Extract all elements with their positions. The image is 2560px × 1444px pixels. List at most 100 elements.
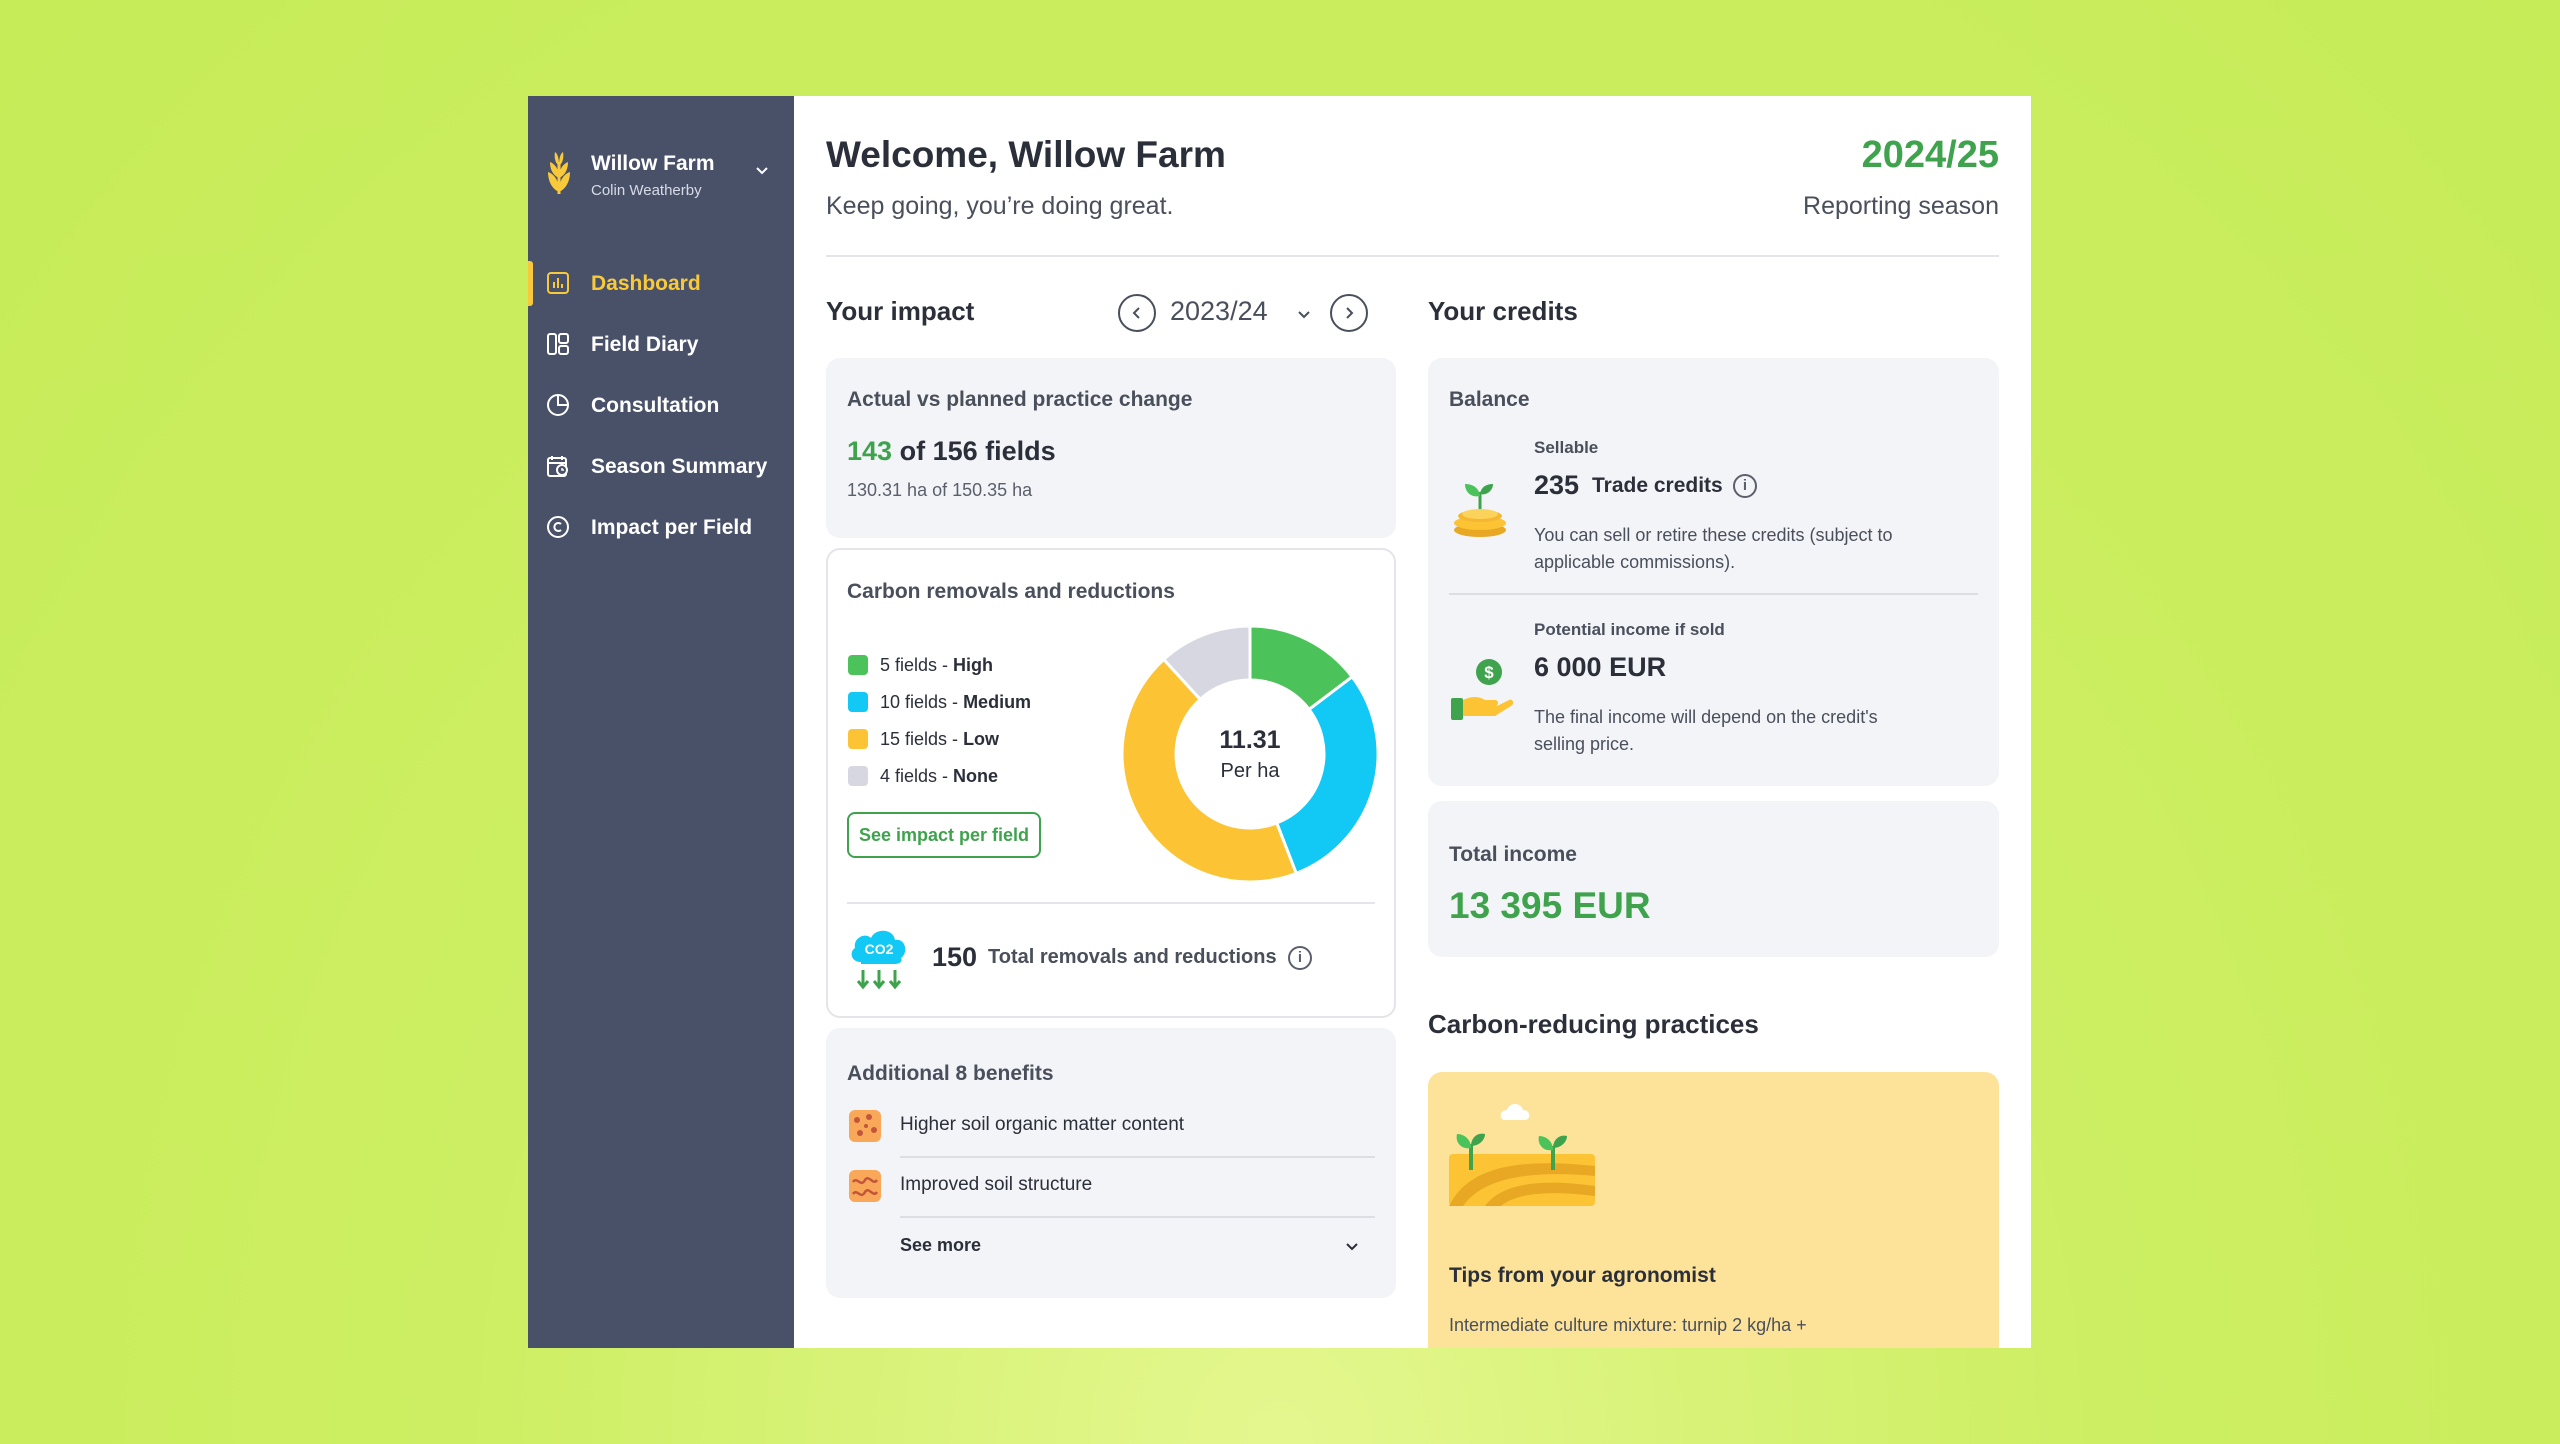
benefits-card: Additional 8 benefits Higher soil organi… <box>826 1028 1396 1298</box>
sidebar-item-consultation[interactable]: Consultation <box>528 375 794 436</box>
wheat-logo-icon <box>548 152 570 194</box>
field-sprouts-icon <box>1449 1104 1595 1206</box>
sidebar-item-season-summary[interactable]: Season Summary <box>528 436 794 497</box>
user-name: Colin Weatherby <box>591 182 702 199</box>
co2-cloud-icon: CO2 <box>851 930 906 990</box>
sellable-label: Sellable <box>1534 438 1599 457</box>
legend-count: 4 fields - <box>880 765 949 786</box>
trade-desc-line: You can sell or retire these credits (su… <box>1534 525 1893 545</box>
donut-slice-none <box>1161 626 1252 702</box>
balance-card: Balance Sellable 235 Trade credits i You… <box>1428 358 1999 786</box>
diary-icon <box>547 333 569 355</box>
sidebar-item-field-diary[interactable]: Field Diary <box>528 314 794 375</box>
carbon-divider <box>847 902 1375 904</box>
tips-title: Tips from your agronomist <box>1449 1264 1716 1287</box>
see-impact-per-field-button[interactable]: See impact per field <box>847 812 1041 858</box>
legend-swatch <box>848 655 868 675</box>
impact-section-title: Your impact <box>826 296 975 326</box>
legend-item-low: 15 fields - Low <box>848 728 999 750</box>
potential-desc-line: selling price. <box>1534 734 1635 754</box>
total-removals-value: 150 <box>932 942 978 972</box>
benefit-item: Improved soil structure <box>900 1174 1093 1195</box>
tips-text: Intermediate culture mixture: turnip 2 k… <box>1449 1315 1807 1335</box>
sidebar-item-impact-per-field[interactable]: Impact per Field <box>528 497 794 558</box>
legend-level: High <box>953 654 994 675</box>
chevron-right-icon <box>1346 307 1354 319</box>
pie-chart-icon <box>547 394 569 416</box>
total-income-label: Total income <box>1449 843 1577 866</box>
copyright-circle-icon <box>547 516 569 538</box>
legend-level: Medium <box>963 691 1032 712</box>
page-title: Welcome, Willow Farm <box>826 134 1226 175</box>
farm-name: Willow Farm <box>591 152 715 175</box>
tips-card[interactable]: Tips from your agronomist Intermediate c… <box>1428 1072 1999 1348</box>
reporting-season-value: 2024/25 <box>1861 134 1999 176</box>
hand-money-icon: $ <box>1451 659 1514 720</box>
potential-income-value: 6 000 EUR <box>1534 652 1667 682</box>
sidebar-item-label: Consultation <box>591 393 720 417</box>
sidebar: Willow Farm Colin Weatherby Dashboard Fi… <box>528 96 794 1348</box>
farm-switcher[interactable]: Willow Farm Colin Weatherby <box>528 148 794 218</box>
sprout-coins-icon <box>1454 484 1506 537</box>
page-subtitle: Keep going, you’re doing great. <box>826 192 1174 220</box>
sidebar-item-label: Dashboard <box>591 271 701 295</box>
practice-change-label: Actual vs planned practice change <box>847 388 1193 411</box>
prev-year-button[interactable] <box>1118 294 1156 332</box>
soil-structure-icon <box>849 1170 881 1202</box>
balance-divider <box>1449 593 1978 595</box>
legend-level: None <box>953 765 999 786</box>
benefit-item: Higher soil organic matter content <box>900 1114 1185 1135</box>
header-divider <box>826 255 1999 257</box>
donut-center-unit: Per ha <box>1220 760 1280 782</box>
donut-slice-low <box>1122 657 1299 882</box>
legend-item-high: 5 fields - High <box>848 654 993 676</box>
practice-change-card: Actual vs planned practice change 143 of… <box>826 358 1396 538</box>
calendar-clock-icon <box>547 456 568 477</box>
main-content: Welcome, Willow Farm Keep going, you’re … <box>794 96 2031 1348</box>
trade-credits-value: 235 <box>1534 470 1580 500</box>
legend-level: Low <box>963 728 1000 749</box>
potential-desc-line: The final income will depend on the cred… <box>1534 707 1878 727</box>
legend-item-none: 4 fields - None <box>848 765 998 787</box>
carbon-donut-chart <box>1122 626 1378 882</box>
sidebar-item-label: Field Diary <box>591 332 699 356</box>
total-income-value: 13 395 EUR <box>1449 885 1651 926</box>
sidebar-nav: Dashboard Field Diary Consultation Seaso… <box>528 253 794 558</box>
bar-chart-icon <box>547 272 569 294</box>
year-value[interactable]: 2023/24 <box>1170 296 1268 326</box>
year-selector: 2023/24 <box>1118 294 1368 332</box>
benefit-divider <box>900 1156 1375 1158</box>
practice-of-text: of 156 fields <box>899 436 1056 466</box>
sidebar-item-label: Season Summary <box>591 454 768 478</box>
carbon-card-label: Carbon removals and reductions <box>847 580 1175 603</box>
credits-section-title: Your credits <box>1428 296 1578 326</box>
practice-fields-count: 143 of 156 fields <box>847 436 1056 467</box>
soil-organic-matter-icon <box>849 1110 881 1142</box>
legend-item-medium: 10 fields - Medium <box>848 691 1031 713</box>
chevron-down-icon[interactable] <box>752 160 772 180</box>
practices-section-title: Carbon-reducing practices <box>1428 1009 1759 1039</box>
legend-count: 5 fields - <box>880 654 949 675</box>
chevron-down-icon[interactable] <box>1344 1238 1360 1254</box>
sidebar-item-label: Impact per Field <box>591 515 753 539</box>
svg-text:$: $ <box>1484 663 1494 682</box>
sidebar-item-dashboard[interactable]: Dashboard <box>528 253 794 314</box>
total-removals-label: Total removals and reductions <box>988 946 1277 968</box>
potential-income-label: Potential income if sold <box>1534 620 1725 639</box>
legend-swatch <box>848 692 868 712</box>
trade-credits-description: You can sell or retire these credits (su… <box>1534 522 1893 576</box>
trade-desc-line: applicable commissions). <box>1534 552 1736 572</box>
legend-count: 10 fields - <box>880 691 959 712</box>
info-icon[interactable]: i <box>1288 946 1312 970</box>
chevron-left-icon <box>1132 307 1140 319</box>
trade-credits-label: Trade credits <box>1592 474 1723 497</box>
co2-text: CO2 <box>865 941 894 957</box>
benefit-divider <box>900 1216 1375 1218</box>
see-more-button[interactable]: See more <box>900 1235 982 1255</box>
chevron-down-icon[interactable] <box>1296 306 1312 322</box>
next-year-button[interactable] <box>1330 294 1368 332</box>
legend-swatch <box>848 729 868 749</box>
info-icon[interactable]: i <box>1733 474 1757 498</box>
legend-count: 15 fields - <box>880 728 959 749</box>
donut-slice-medium <box>1274 674 1378 876</box>
